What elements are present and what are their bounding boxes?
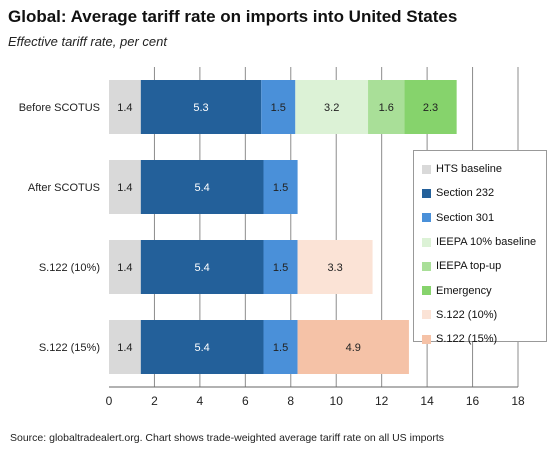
data-label-2-0: 1.4	[117, 262, 132, 274]
legend-label-2: Section 301	[436, 211, 495, 224]
bar-segment-2-0	[109, 240, 141, 294]
chart-legend: HTS baseline Section 232 Section 301 IEEPA …	[413, 150, 547, 345]
legend-item-4: IEEPA top-up	[422, 254, 540, 278]
x-tick-label-0: 0	[106, 394, 113, 408]
x-tick-label-2: 4	[197, 394, 204, 408]
data-label-0-2: 1.5	[271, 102, 286, 114]
data-label-0-5: 2.3	[423, 102, 438, 114]
legend-label-0: HTS baseline	[436, 163, 503, 176]
bar-segment-0-1	[140, 80, 262, 134]
bar-segment-1-1	[140, 160, 264, 214]
bar-segment-0-0	[109, 80, 141, 134]
data-label-0-0: 1.4	[117, 102, 132, 114]
data-label-2-1: 5.4	[195, 262, 210, 274]
legend-label-4: IEEPA top-up	[436, 260, 502, 273]
legend-item-2: Section 301	[422, 206, 540, 230]
data-label-0-1: 5.3	[193, 102, 208, 114]
legend-swatch-0	[422, 164, 431, 174]
legend-swatch-1	[422, 188, 431, 198]
legend-item-7: S.122 (15%)	[422, 327, 540, 351]
x-tick-label-5: 10	[330, 394, 344, 408]
data-label-0-4: 1.6	[379, 102, 394, 114]
bar-segment-0-4	[368, 80, 405, 134]
bar-segment-1-0	[109, 160, 141, 214]
x-tick-label-7: 14	[420, 394, 434, 408]
x-tick-label-3: 6	[242, 394, 249, 408]
category-label-2: S.122 (10%)	[39, 262, 100, 274]
data-label-1-2: 1.5	[273, 182, 288, 194]
category-label-1: After SCOTUS	[28, 182, 100, 194]
bar-segment-2-2	[263, 240, 298, 294]
legend-label-5: Emergency	[436, 284, 492, 297]
legend-item-0: HTS baseline	[422, 157, 540, 181]
data-label-3-7: 4.9	[346, 342, 361, 354]
bar-segment-3-7	[297, 320, 409, 374]
data-label-3-0: 1.4	[117, 342, 132, 354]
chart-title: Global: Average tariff rate on imports i…	[8, 7, 458, 26]
data-label-3-1: 5.4	[195, 342, 210, 354]
data-label-0-3: 3.2	[324, 102, 339, 114]
x-tick-label-8: 16	[466, 394, 480, 408]
data-label-2-2: 1.5	[273, 262, 288, 274]
source-note: Source: globaltradealert.org. Chart show…	[10, 432, 445, 444]
x-tick-label-9: 18	[511, 394, 525, 408]
data-label-1-1: 5.4	[195, 182, 210, 194]
bar-segment-0-3	[295, 80, 369, 134]
bar-segment-3-0	[109, 320, 141, 374]
bar-segment-2-6	[297, 240, 373, 294]
bar-segment-1-2	[263, 160, 298, 214]
legend-item-6: S.122 (10%)	[422, 303, 540, 327]
data-label-1-0: 1.4	[117, 182, 132, 194]
stacked-bar-chart: 1.4 5.3 1.5 3.2 1.6 2.3 Before SCOTUS 1.4 5.4 1.5…	[19, 67, 525, 408]
legend-swatch-2	[422, 213, 431, 223]
chart-subtitle: Effective tariff rate, per cent	[8, 34, 167, 49]
legend-item-3: IEEPA 10% baseline	[422, 230, 540, 254]
legend-label-7: S.122 (15%)	[436, 333, 498, 346]
x-tick-label-1: 2	[151, 394, 158, 408]
category-label-3: S.122 (15%)	[39, 342, 100, 354]
x-tick-label-6: 12	[375, 394, 389, 408]
x-tick-label-4: 8	[287, 394, 294, 408]
bar-segment-0-5	[404, 80, 457, 134]
bar-segment-3-1	[140, 320, 264, 374]
legend-swatch-3	[422, 237, 431, 247]
category-label-0: Before SCOTUS	[19, 102, 100, 114]
bar-segment-3-2	[263, 320, 298, 374]
legend-swatch-7	[422, 334, 431, 344]
legend-swatch-6	[422, 310, 431, 320]
data-label-2-6: 3.3	[327, 262, 342, 274]
legend-label-6: S.122 (10%)	[436, 308, 498, 321]
legend-swatch-4	[422, 261, 431, 271]
legend-label-1: Section 232	[436, 187, 495, 200]
legend-item-5: Emergency	[422, 278, 540, 302]
legend-item-1: Section 232	[422, 181, 540, 205]
bar-segment-2-1	[140, 240, 264, 294]
bar-segment-0-2	[261, 80, 296, 134]
data-label-3-2: 1.5	[273, 342, 288, 354]
legend-swatch-5	[422, 286, 431, 296]
legend-label-3: IEEPA 10% baseline	[436, 236, 537, 249]
